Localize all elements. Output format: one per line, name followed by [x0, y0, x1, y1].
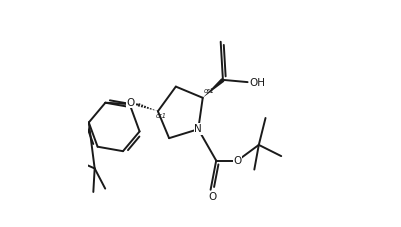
Text: or1: or1 — [156, 114, 167, 119]
Polygon shape — [203, 78, 225, 98]
Text: or1: or1 — [203, 88, 214, 94]
Text: O: O — [233, 155, 242, 165]
Text: O: O — [127, 98, 135, 108]
Text: OH: OH — [250, 78, 266, 88]
Text: N: N — [194, 124, 202, 134]
Text: O: O — [208, 192, 217, 202]
